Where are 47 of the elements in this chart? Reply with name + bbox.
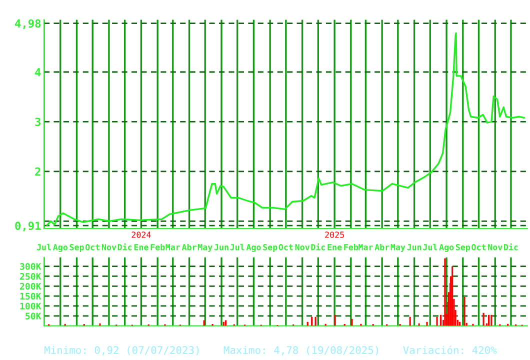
x-tick-label: Dic	[118, 243, 132, 250]
text: 2025	[325, 232, 344, 238]
x-tick-label: Dic	[311, 243, 325, 250]
x-tick-label: Jun	[407, 244, 422, 250]
x-tick-label: Oct	[278, 244, 293, 250]
x-tick-label: Sep	[263, 244, 278, 252]
x-tick-label: Sep	[456, 244, 470, 252]
x-tick-label: Ene	[328, 244, 342, 250]
x-tick-label: Oct	[472, 244, 486, 250]
y-tick-label: 150K	[20, 292, 42, 300]
line-series	[46, 32, 526, 226]
text: Minimo: 0,92 (07/07/2023)	[44, 346, 199, 356]
x-tick-label: Abr	[182, 244, 196, 250]
x-tick-label: Ago	[246, 244, 261, 252]
x-tick-label: Abr	[374, 244, 390, 250]
y-tick-label: 3	[35, 118, 40, 126]
x-tick-label: Dic	[504, 243, 518, 250]
text: Variación: 420%	[403, 346, 497, 354]
x-tick-label: Nov	[295, 244, 310, 250]
x-tick-label: Sep	[70, 244, 84, 252]
x-tick-label: May	[198, 244, 212, 252]
x-tick-label: Ago	[52, 244, 68, 252]
text: 2024	[132, 232, 151, 238]
x-tick-label: Nov	[488, 244, 502, 250]
x-tick-label: Ago	[439, 244, 454, 252]
x-tick-label: Jul	[36, 244, 51, 250]
x-tick-label: Jul	[230, 244, 244, 250]
y-tick-label: 50K	[26, 312, 42, 320]
x-tick-label: Nov	[102, 244, 116, 250]
y-tick-label: 2	[35, 167, 40, 176]
y-tick-label: 200K	[20, 282, 42, 290]
x-tick-label: Mar	[358, 244, 373, 250]
y-tick-label: 100K	[20, 302, 42, 310]
x-tick-label: Ene	[134, 244, 148, 250]
y-tick-label: 0,91	[15, 222, 41, 232]
x-tick-label: Feb	[344, 244, 358, 250]
x-tick-label: Jun	[214, 244, 228, 250]
y-tick-label: 4	[35, 68, 41, 76]
x-tick-label: Feb	[150, 244, 165, 250]
x-tick-label: Mar	[166, 244, 180, 250]
y-tick-label: 300K	[20, 263, 42, 270]
x-tick-label: Jul	[423, 244, 438, 250]
text: Maximo: 4,78 (19/08/2025)	[224, 346, 378, 356]
y-tick-label: 250K	[20, 272, 42, 280]
x-tick-label: May	[390, 244, 406, 252]
x-tick-label: Oct	[85, 244, 100, 250]
y-tick-label: 4,98	[15, 19, 41, 30]
